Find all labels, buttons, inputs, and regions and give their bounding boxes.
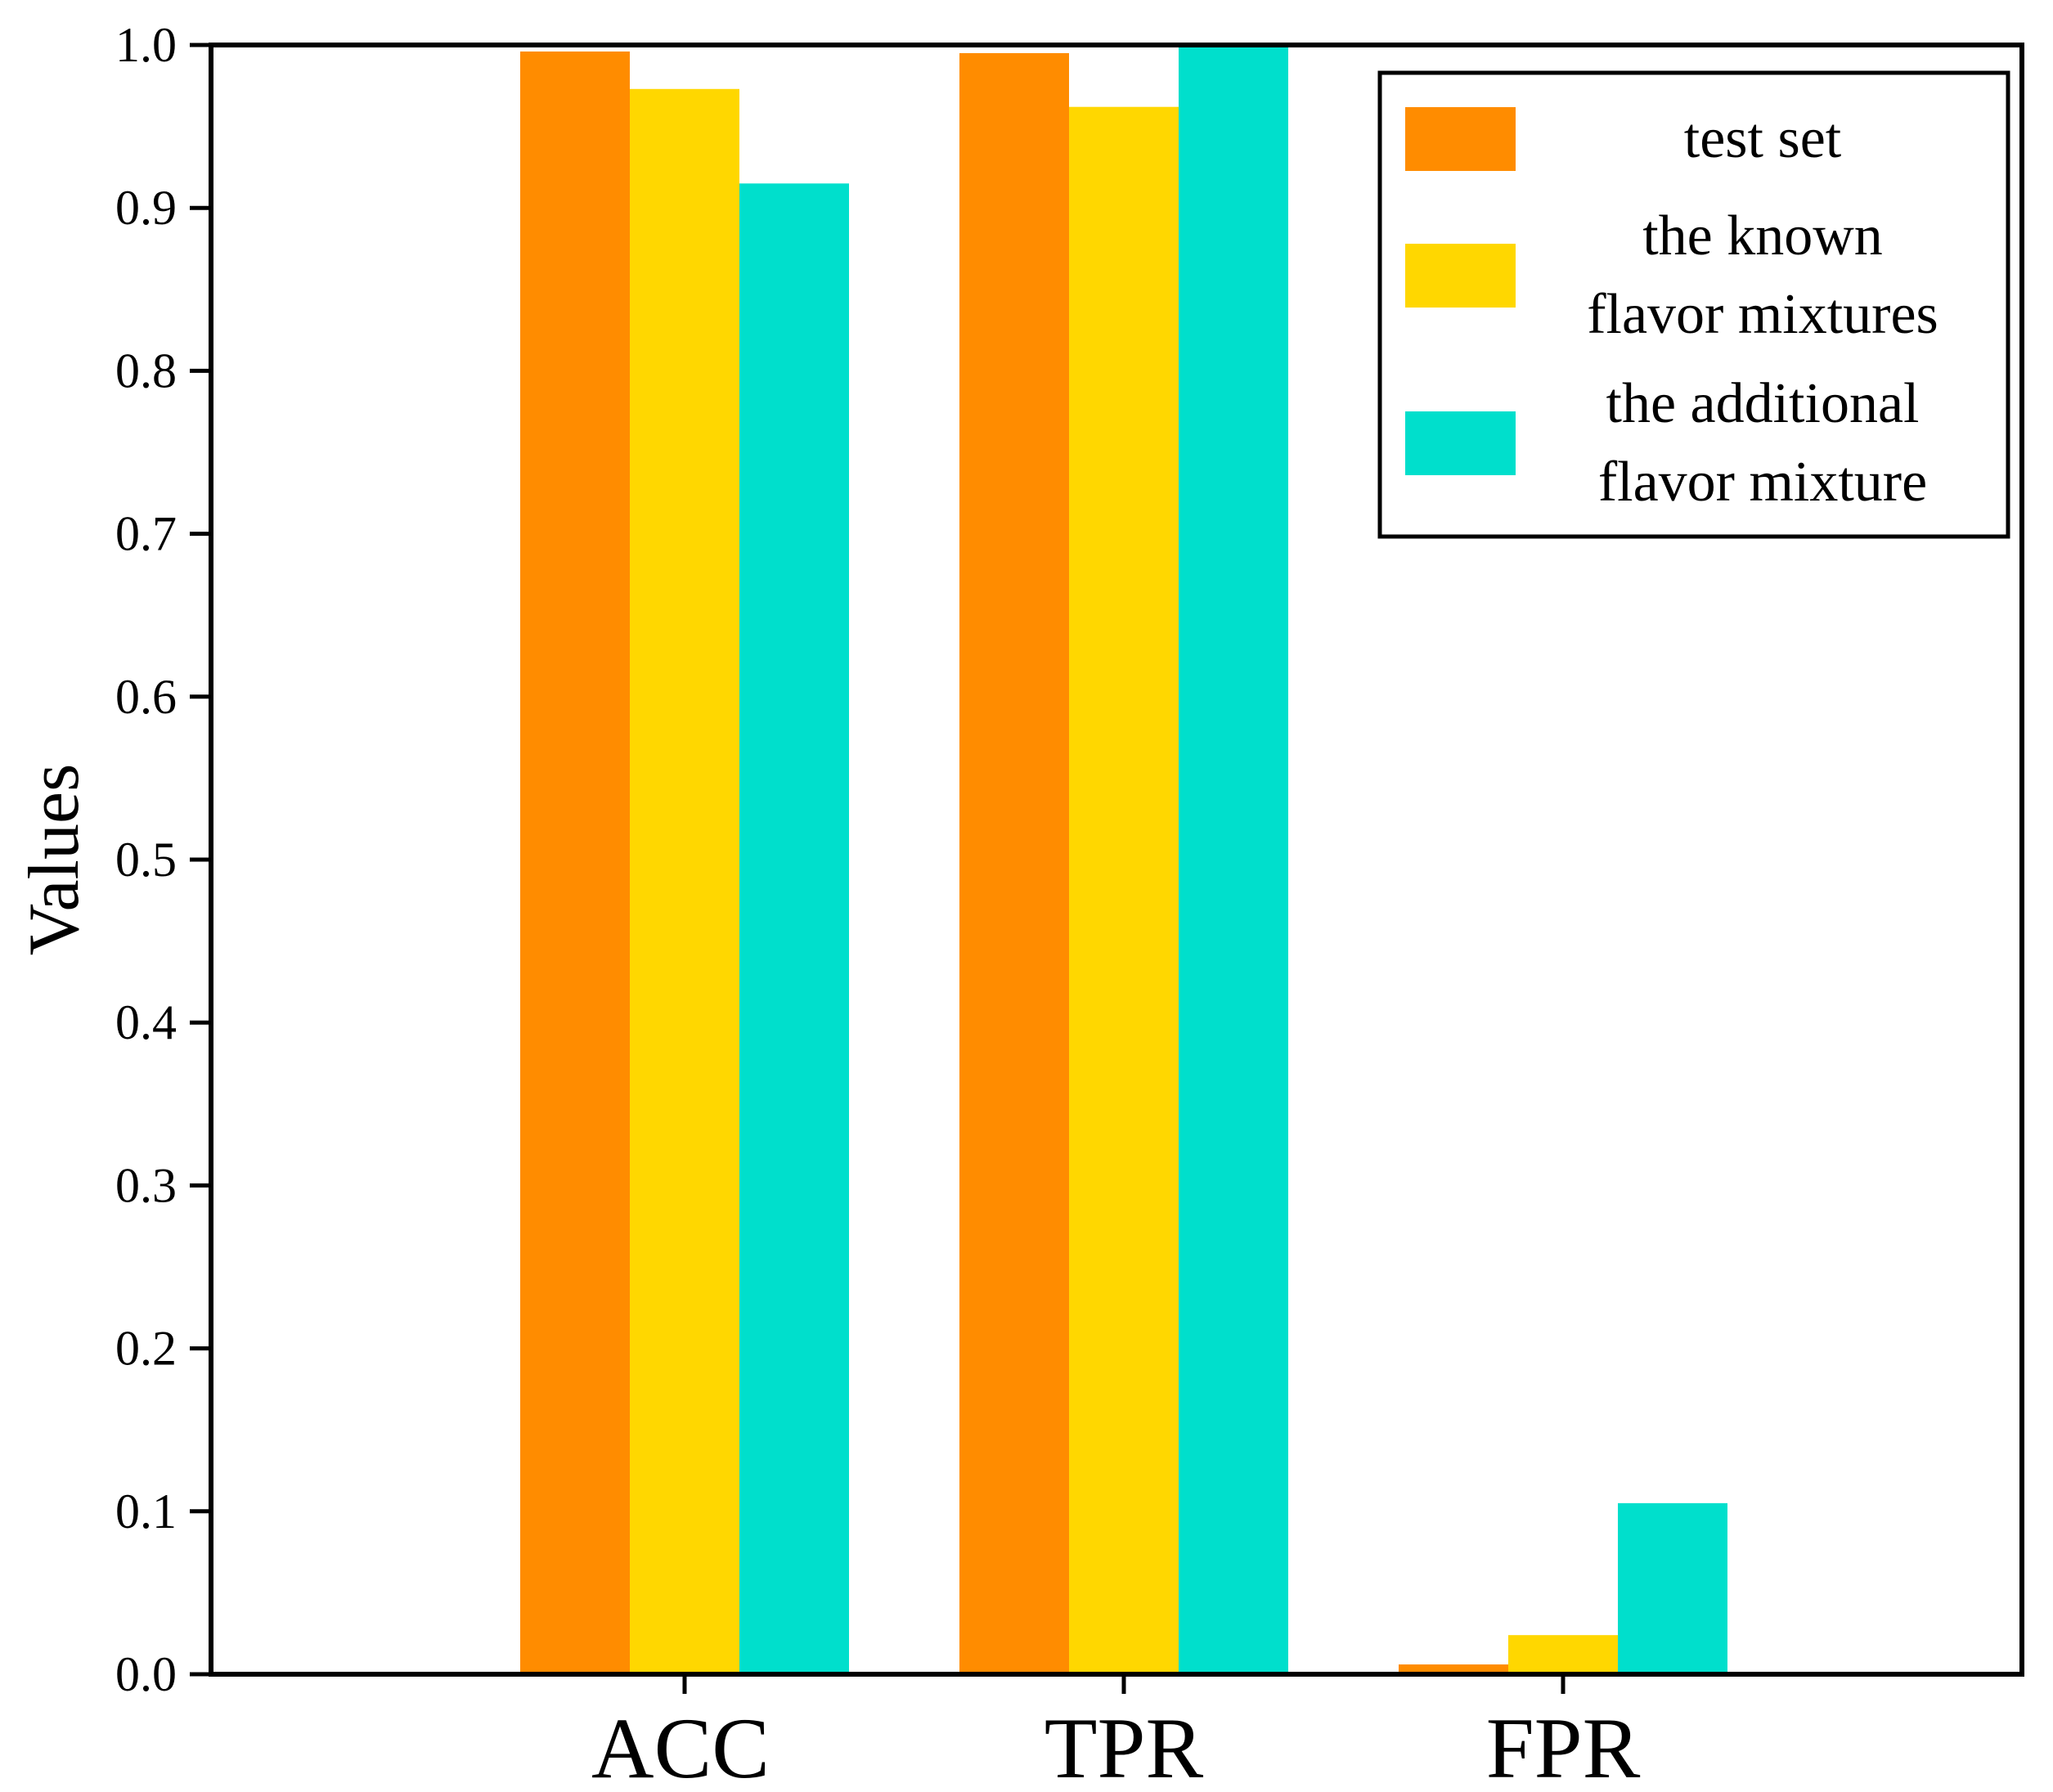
y-tick-label: 0.0 — [115, 1647, 177, 1701]
x-tick-label-tpr: TPR — [1044, 1700, 1204, 1792]
y-tick-label: 0.9 — [115, 181, 177, 235]
bar-acc-series-1 — [520, 51, 630, 1674]
bar-tpr-series-1 — [959, 52, 1069, 1675]
legend: test set the known flavor mixtures the addi… — [1377, 70, 2010, 539]
legend-swatch-2 — [1405, 244, 1516, 308]
legend-swatch-3 — [1405, 411, 1516, 475]
bar-fpr-series-2 — [1508, 1635, 1618, 1674]
y-tick-label: 0.1 — [115, 1484, 177, 1538]
y-tick-label: 0.2 — [115, 1322, 177, 1376]
legend-label-2: flavor mixtures — [1587, 283, 1938, 346]
y-tick-label: 0.6 — [115, 670, 177, 724]
bar-fpr-series-3 — [1618, 1502, 1727, 1674]
bars-group — [520, 45, 1727, 1675]
y-tick-label: 1.0 — [115, 18, 177, 72]
y-tick-label: 0.5 — [115, 833, 177, 887]
bar-tpr-series-3 — [1179, 45, 1288, 1674]
legend-label-2: the known — [1642, 204, 1883, 267]
x-tick-label-acc: ACC — [591, 1700, 770, 1792]
x-axis: ACC TPR FPR — [591, 1674, 1641, 1792]
bar-fpr-series-1 — [1399, 1664, 1508, 1674]
y-tick-label: 0.8 — [115, 344, 177, 397]
legend-label-3: the additional — [1606, 372, 1920, 435]
bar-acc-series-2 — [630, 88, 739, 1675]
bar-tpr-series-2 — [1069, 106, 1179, 1674]
legend-swatch-1 — [1405, 107, 1516, 171]
y-axis: 0.0 0.1 0.2 0.3 0.4 0.5 0.6 0.7 0.8 0.9 1.0 — [115, 18, 211, 1701]
legend-label-3: flavor mixture — [1598, 451, 1927, 514]
x-tick-label-fpr: FPR — [1486, 1700, 1641, 1792]
y-tick-label: 0.4 — [115, 995, 177, 1049]
y-tick-label: 0.7 — [115, 507, 177, 561]
y-axis-label: Values — [15, 764, 94, 956]
y-tick-label: 0.3 — [115, 1158, 177, 1212]
bar-acc-series-3 — [739, 183, 849, 1674]
legend-label-1: test set — [1684, 107, 1842, 170]
